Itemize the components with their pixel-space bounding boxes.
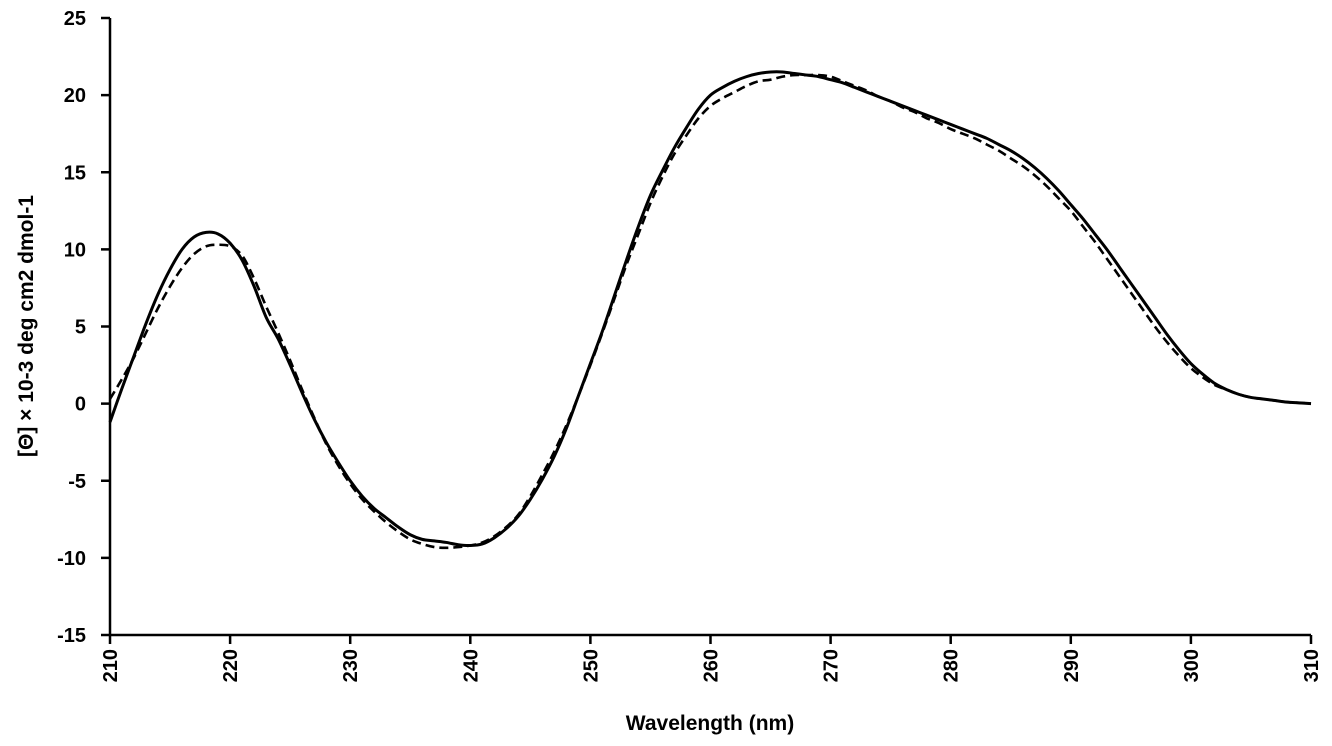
x-axis-title: Wavelength (nm) [626,712,794,735]
x-tick-label: 300 [1181,649,1203,682]
y-tick-label: 20 [64,85,86,107]
y-axis: -15 -10 -5 0 5 10 15 20 25 [57,8,112,647]
x-tick-label: 270 [821,649,843,682]
x-tick-label: 260 [701,649,723,682]
y-tick-label: 15 [64,162,86,184]
y-tick-label: -15 [57,625,86,647]
series-layer [108,70,1312,550]
y-tick-label: 10 [64,239,86,261]
y-tick-label: -5 [68,471,86,493]
x-tick-label: 220 [220,649,242,682]
x-tick-label: 250 [580,649,602,682]
series-line-solid [108,70,1312,548]
x-tick-label: 310 [1301,649,1323,682]
series-line-dashed [108,73,1312,550]
x-axis: 210 220 230 240 250 260 270 280 290 300 310 [100,633,1323,682]
y-axis-title: [Θ] × 10-3 deg cm2 dmol-1 [15,195,38,457]
x-tick-label: 240 [460,649,482,682]
x-tick-label: 230 [340,649,362,682]
x-tick-label: 280 [941,649,963,682]
y-tick-label: 0 [75,394,86,416]
x-tick-label: 210 [100,649,122,682]
y-tick-label: -10 [57,548,86,570]
y-tick-label: 25 [64,8,86,30]
x-tick-label: 290 [1061,649,1083,682]
y-tick-label: 5 [75,317,86,339]
